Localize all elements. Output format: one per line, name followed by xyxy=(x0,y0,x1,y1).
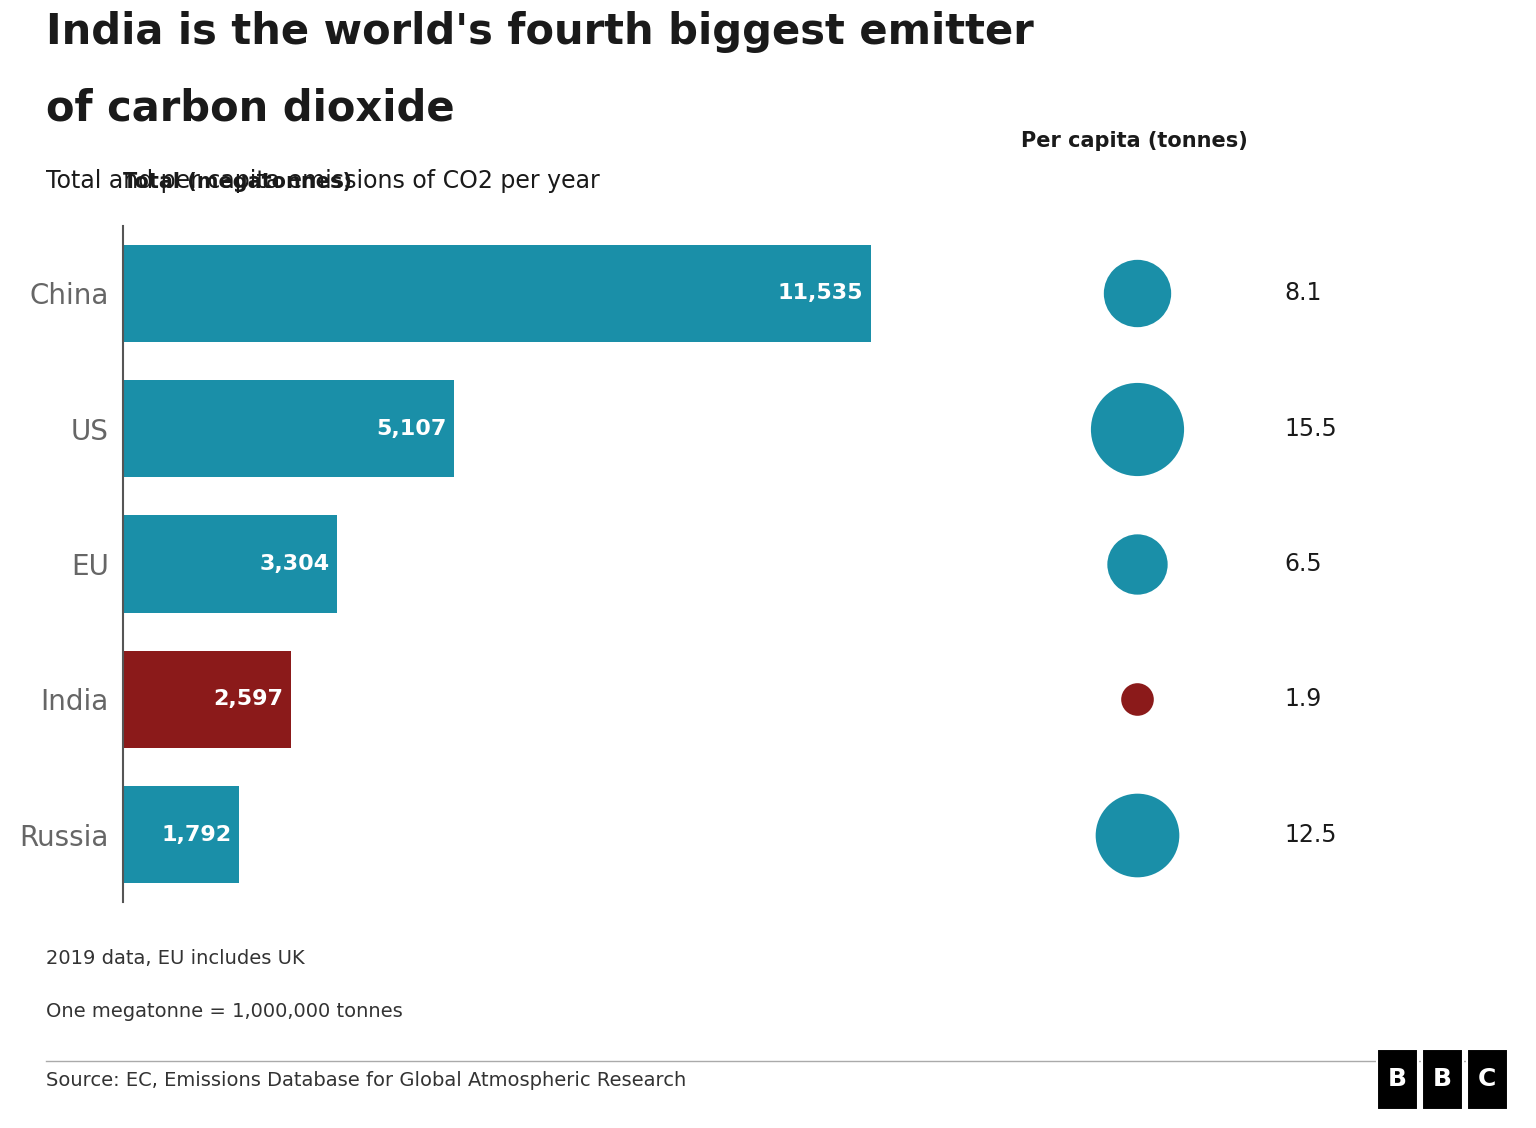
Text: 1,792: 1,792 xyxy=(161,825,232,845)
Point xyxy=(1124,420,1149,438)
Bar xyxy=(123,380,455,477)
Bar xyxy=(123,515,338,613)
Point xyxy=(1124,826,1149,844)
Text: 11,535: 11,535 xyxy=(777,283,863,303)
Text: Per capita (tonnes): Per capita (tonnes) xyxy=(1021,131,1249,151)
Bar xyxy=(123,245,871,342)
Text: Source: EC, Emissions Database for Global Atmospheric Research: Source: EC, Emissions Database for Globa… xyxy=(46,1072,687,1090)
Text: 5,107: 5,107 xyxy=(376,418,447,439)
Text: 2019 data, EU includes UK: 2019 data, EU includes UK xyxy=(46,950,304,968)
FancyBboxPatch shape xyxy=(1467,1049,1508,1110)
Text: C: C xyxy=(1478,1067,1496,1092)
Bar xyxy=(123,651,292,748)
Text: Total (megatonnes): Total (megatonnes) xyxy=(123,171,352,192)
Text: 1.9: 1.9 xyxy=(1284,687,1321,712)
Text: 3,304: 3,304 xyxy=(260,554,329,574)
Text: 6.5: 6.5 xyxy=(1284,552,1321,576)
Text: 15.5: 15.5 xyxy=(1284,416,1336,441)
Text: B: B xyxy=(1387,1067,1407,1092)
FancyBboxPatch shape xyxy=(1376,1049,1418,1110)
Point xyxy=(1124,555,1149,573)
Text: 12.5: 12.5 xyxy=(1284,822,1336,847)
FancyBboxPatch shape xyxy=(1422,1049,1462,1110)
Text: Total and per capita emissions of CO2 per year: Total and per capita emissions of CO2 pe… xyxy=(46,168,601,193)
Text: 8.1: 8.1 xyxy=(1284,281,1321,306)
Point xyxy=(1124,690,1149,708)
Text: India is the world's fourth biggest emitter: India is the world's fourth biggest emit… xyxy=(46,11,1034,53)
Text: B: B xyxy=(1433,1067,1452,1092)
Point xyxy=(1124,284,1149,302)
Text: One megatonne = 1,000,000 tonnes: One megatonne = 1,000,000 tonnes xyxy=(46,1002,402,1021)
Bar xyxy=(123,786,240,883)
Text: of carbon dioxide: of carbon dioxide xyxy=(46,88,455,130)
Text: 2,597: 2,597 xyxy=(214,689,284,710)
